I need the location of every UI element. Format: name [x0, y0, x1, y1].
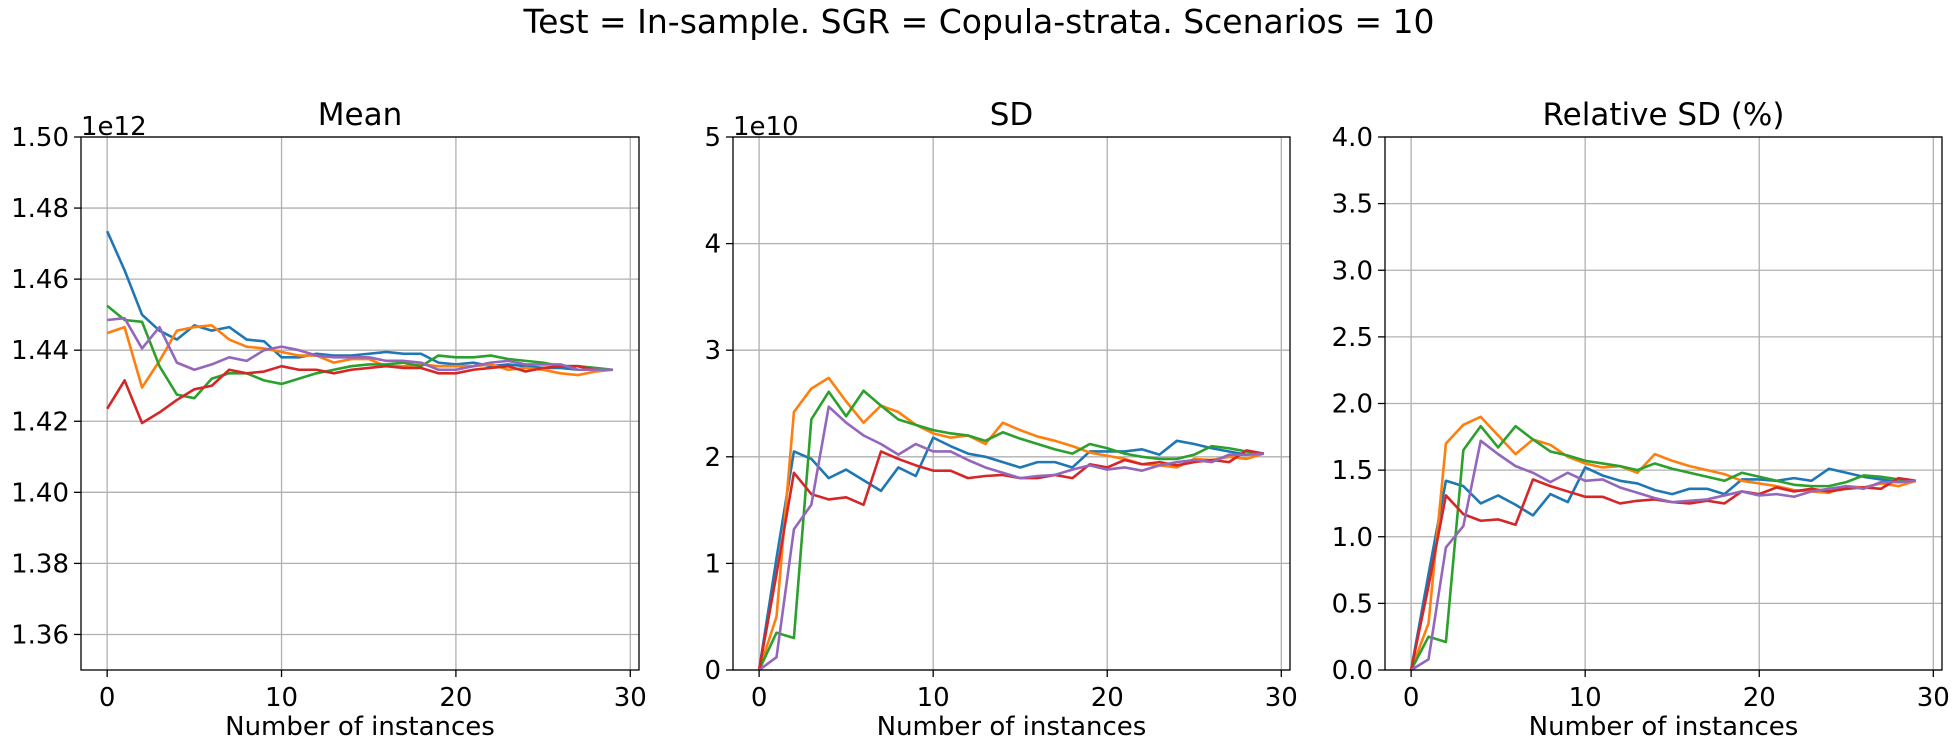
axes-frame: [732, 136, 1291, 671]
series-line-5: [107, 316, 613, 372]
series-line-4: [757, 449, 1265, 671]
x-tick-label: 10: [917, 683, 950, 713]
y-tick-label: 1.42: [11, 407, 69, 437]
y-tick-label: 1.46: [11, 265, 69, 295]
y-tick-label: 3: [704, 336, 721, 366]
y-tick-label: 1.38: [11, 549, 69, 579]
series-line-5: [1410, 439, 1916, 672]
x-tick-label: 30: [1265, 683, 1298, 713]
x-axis-label: Number of instances: [225, 712, 495, 742]
series-line-2: [757, 376, 1265, 671]
y-tick-label: 1.50: [11, 123, 69, 153]
y-tick-label: 1.40: [11, 478, 69, 508]
y-tick-label: 1: [704, 549, 721, 579]
chart-panel-2: 0 10 20 30 0 1 2 3 4 5 1e10 SD Number of instances: [704, 97, 1297, 742]
x-tick-label: 30: [614, 683, 647, 713]
y-tick-label: 4: [704, 230, 721, 260]
series-line-1: [105, 230, 613, 372]
x-tick-label: 30: [1917, 683, 1950, 713]
y-tick-label: 5: [704, 123, 721, 153]
chart-panel-1: 0 10 20 30 1.36 1.38 1.40 1.42 1.44 1.46 1.48 1.50 1…: [11, 97, 647, 742]
series-line-3: [757, 389, 1265, 671]
figure-title: Test = In-sample. SGR = Copula-strata. S…: [523, 2, 1435, 41]
y-tick-label: 0.5: [1332, 589, 1373, 619]
y-tick-label: 4.0: [1332, 123, 1373, 153]
x-tick-label: 0: [751, 683, 768, 713]
chart-title: SD: [990, 97, 1034, 133]
chart-title: Mean: [318, 97, 402, 133]
series-line-1: [1409, 466, 1916, 671]
series-line-4: [106, 364, 613, 425]
x-tick-label: 20: [1091, 683, 1124, 713]
y-tick-label: 3.0: [1332, 256, 1373, 286]
y-tick-label: 2.5: [1332, 323, 1373, 353]
x-tick-label: 0: [99, 683, 116, 713]
x-tick-label: 10: [265, 683, 298, 713]
x-tick-label: 10: [1569, 683, 1602, 713]
y-tick-label: 2.0: [1332, 390, 1373, 420]
y-tick-label: 0: [704, 656, 721, 686]
y-tick-label: 3.5: [1332, 190, 1373, 220]
series-line-3: [1409, 424, 1916, 671]
series-line-1: [757, 436, 1264, 671]
x-tick-label: 0: [1403, 683, 1420, 713]
series-line-3: [106, 304, 613, 400]
axis-offset-text: 1e12: [81, 112, 147, 142]
y-tick-label: 2: [704, 443, 721, 473]
x-tick-label: 20: [439, 683, 472, 713]
series-line-2: [106, 324, 613, 389]
x-axis-label: Number of instances: [1529, 712, 1799, 742]
series-line-4: [1409, 476, 1917, 671]
series-line-5: [758, 405, 1264, 672]
y-tick-label: 1.0: [1332, 523, 1373, 553]
y-tick-label: 1.44: [11, 336, 69, 366]
x-axis-label: Number of instances: [877, 712, 1147, 742]
y-tick-label: 0.0: [1332, 656, 1373, 686]
chart-panel-3: 0 10 20 30 0.0 0.5 1.0 1.5 2.0 2.5 3.0 3.5 4.0 Relati…: [1332, 97, 1950, 742]
y-tick-label: 1.48: [11, 194, 69, 224]
axis-offset-text: 1e10: [733, 112, 799, 142]
y-tick-label: 1.5: [1332, 456, 1373, 486]
series-line-2: [1409, 415, 1917, 671]
axes-frame: [80, 136, 640, 671]
chart-title: Relative SD (%): [1543, 97, 1785, 133]
y-tick-label: 1.36: [11, 620, 69, 650]
x-tick-label: 20: [1743, 683, 1776, 713]
